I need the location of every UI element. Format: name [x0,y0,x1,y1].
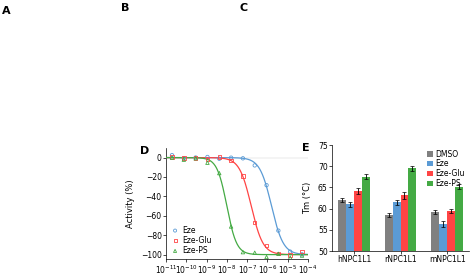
Eze [216,157,223,161]
Eze-PS [298,253,306,258]
Bar [362,177,370,279]
Eze-PS [204,160,211,165]
Eze-PS [216,171,223,175]
Text: E: E [301,143,309,153]
Eze-Glu [286,253,294,257]
Eze [251,163,258,168]
Legend: DMSO, Eze, Eze-Glu, Eze-PS: DMSO, Eze, Eze-Glu, Eze-PS [426,149,465,189]
Text: D: D [140,146,150,156]
Eze-PS [263,255,270,259]
Bar [439,223,447,279]
Eze-PS [168,155,176,160]
Eze [180,156,188,160]
Bar [385,215,392,279]
Eze [192,155,200,160]
Eze-Glu [216,155,223,159]
Bar [447,211,455,279]
Eze [228,155,235,160]
Eze-PS [239,250,246,254]
Eze-Glu [239,174,246,178]
Eze [239,156,246,160]
Eze-Glu [263,243,270,248]
Eze-PS [228,224,235,229]
Eze-Glu [168,155,176,159]
Y-axis label: Activity (%): Activity (%) [126,179,135,228]
Eze-Glu [251,220,258,225]
Bar [401,195,409,279]
Eze [204,155,211,159]
Bar [354,191,362,279]
Text: A: A [2,6,11,16]
Bar [338,200,346,279]
Eze [286,249,294,254]
Eze-Glu [274,251,282,256]
Eze-PS [286,255,294,260]
Text: B: B [121,3,129,13]
Eze-Glu [204,158,211,162]
Bar [431,212,439,279]
Eze-PS [192,156,200,160]
Eze [168,153,176,157]
Eze-PS [180,157,188,162]
Eze [274,229,282,233]
Bar [346,205,354,279]
Text: C: C [239,3,247,13]
Eze-Glu [228,158,235,163]
Eze-PS [251,251,258,255]
Eze [298,252,306,257]
Legend: Eze, Eze-Glu, Eze-PS: Eze, Eze-Glu, Eze-PS [170,225,212,256]
Eze-Glu [180,156,188,160]
Eze-Glu [192,156,200,160]
Y-axis label: Tm (°C): Tm (°C) [303,182,312,214]
Bar [392,202,401,279]
Bar [455,187,463,279]
Eze-Glu [298,249,306,254]
Eze-PS [274,252,282,256]
Bar [409,169,416,279]
Eze [263,183,270,187]
